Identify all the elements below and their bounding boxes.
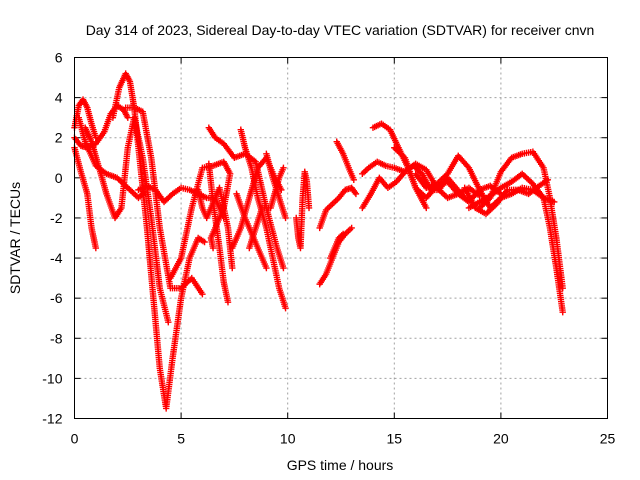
x-tick-label: 25 <box>600 431 616 447</box>
x-tick-label: 5 <box>177 431 185 447</box>
x-tick-label: 15 <box>387 431 403 447</box>
data-point <box>165 319 172 326</box>
y-tick-label: 0 <box>55 170 63 186</box>
data-point <box>92 244 100 252</box>
data-point <box>348 224 355 232</box>
data-series-arc-19 <box>316 184 360 232</box>
data-series-arc-20 <box>316 224 355 288</box>
data-point <box>209 244 217 252</box>
data-series-arc-13 <box>229 154 285 252</box>
data-series-arc-22 <box>333 138 357 184</box>
data-series-arc-9 <box>167 158 234 282</box>
data-series-arc-30 <box>461 176 552 218</box>
x-tick-label: 0 <box>71 431 79 447</box>
data-point <box>559 309 566 316</box>
data-point <box>544 176 552 184</box>
data-point <box>305 204 313 212</box>
data-point <box>199 290 206 298</box>
data-layer <box>71 70 566 412</box>
data-series-arc-4 <box>75 114 149 202</box>
data-series-arc-6 <box>109 70 208 412</box>
data-point <box>280 264 287 272</box>
data-point <box>559 284 566 292</box>
data-series-arc-12 <box>205 160 232 306</box>
data-point <box>339 230 347 238</box>
data-point <box>124 114 131 121</box>
y-tick-label: 4 <box>55 90 63 106</box>
data-series-arc-17 <box>263 150 289 222</box>
data-series-arc-21 <box>327 230 347 262</box>
y-axis-label: SDTVAR / TECUs <box>7 182 23 294</box>
y-tick-label: -6 <box>50 290 63 306</box>
x-axis-label: GPS time / hours <box>287 457 394 473</box>
data-point <box>282 214 289 222</box>
y-tick-label: 6 <box>55 50 63 66</box>
data-point <box>338 232 345 239</box>
data-point <box>229 264 236 272</box>
y-tick-label: -8 <box>50 330 63 346</box>
chart-title: Day 314 of 2023, Sidereal Day-to-day VTE… <box>86 22 595 38</box>
data-series-arc-10 <box>194 184 236 272</box>
y-tick-label: -2 <box>50 210 63 226</box>
data-point <box>280 164 287 172</box>
data-point <box>224 298 232 306</box>
data-series-arc-1 <box>71 96 100 141</box>
data-point <box>282 304 289 312</box>
data-series-arc-3 <box>71 144 100 252</box>
data-series-arc-16 <box>246 164 287 252</box>
y-tick-label: -10 <box>42 370 62 386</box>
data-point <box>350 176 357 184</box>
y-tick-label: 2 <box>55 130 63 146</box>
y-tick-label: -4 <box>50 250 63 266</box>
plot-frame <box>74 57 608 419</box>
x-tick-label: 10 <box>280 431 296 447</box>
grid-layer <box>74 57 608 419</box>
y-tick-label: -12 <box>42 411 62 427</box>
data-point <box>201 238 208 246</box>
data-series-arc-18 <box>293 168 313 252</box>
x-tick-label: 20 <box>493 431 509 447</box>
data-point <box>263 264 270 272</box>
data-point <box>352 190 360 198</box>
data-series-arc-29 <box>476 148 566 292</box>
data-point <box>423 204 430 212</box>
